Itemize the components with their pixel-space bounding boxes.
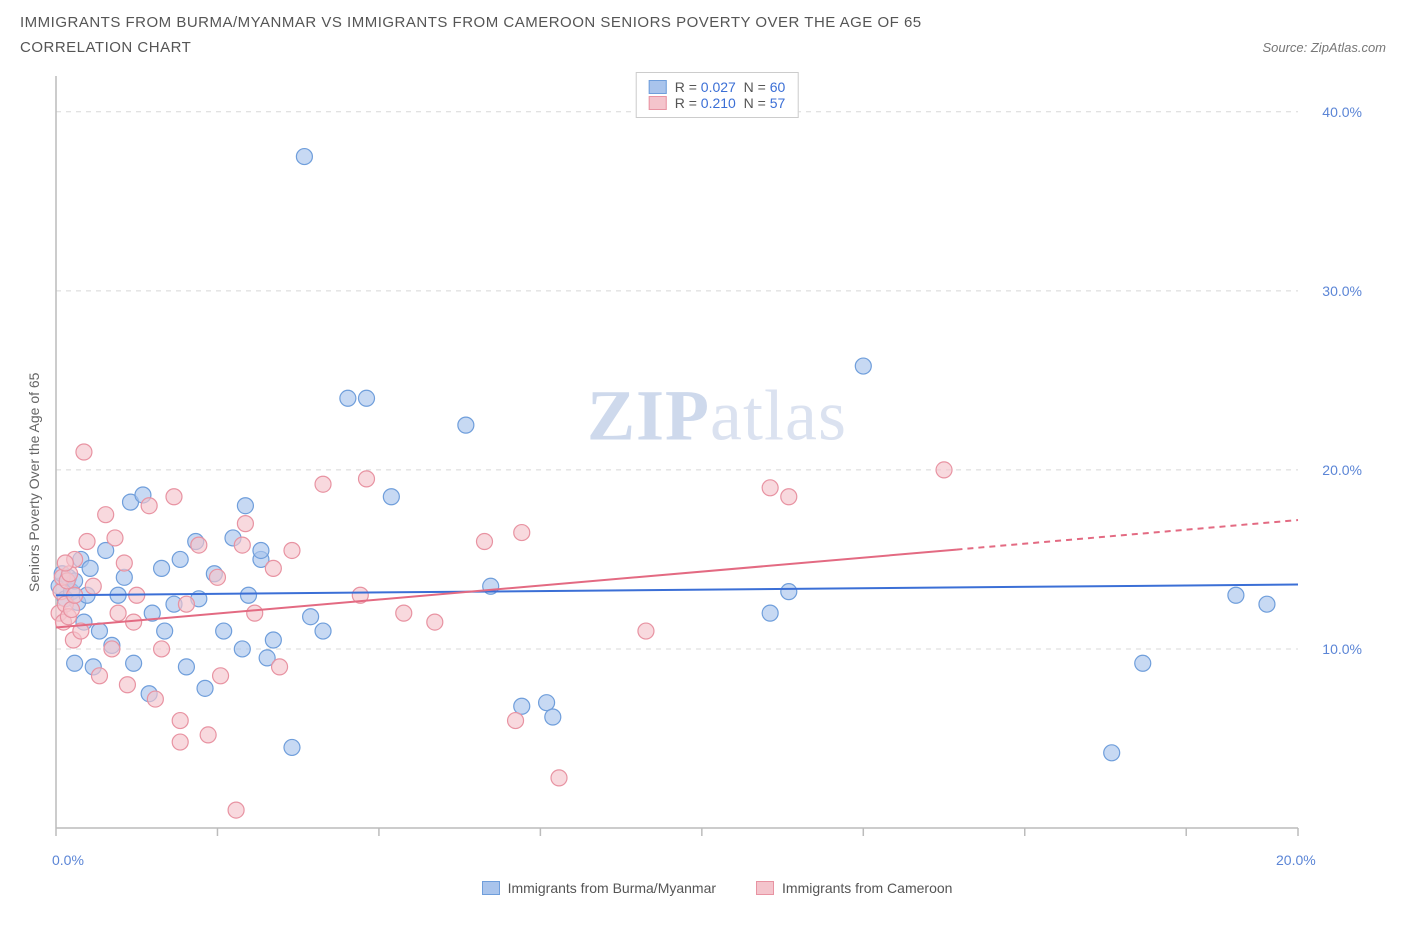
chart-title: IMMIGRANTS FROM BURMA/MYANMAR VS IMMIGRA… xyxy=(20,14,1386,31)
legend-swatch-cameroon xyxy=(649,96,667,110)
scatter-plot: 10.0% 20.0% 30.0% 40.0% xyxy=(48,68,1368,848)
series-legend: Immigrants from Burma/Myanmar Immigrants… xyxy=(48,880,1386,896)
legend-swatch-burma-icon xyxy=(482,881,500,895)
chart-area: Seniors Poverty Over the Age of 65 R = 0… xyxy=(20,68,1386,896)
legend-item-cameroon: Immigrants from Cameroon xyxy=(756,880,952,896)
chart-header: IMMIGRANTS FROM BURMA/MYANMAR VS IMMIGRA… xyxy=(20,14,1386,60)
legend-row-burma: R = 0.027 N = 60 xyxy=(649,79,786,95)
x-tick-min: 0.0% xyxy=(52,852,84,868)
legend-swatch-cameroon-icon xyxy=(756,881,774,895)
source-attribution: Source: ZipAtlas.com xyxy=(1262,40,1386,55)
svg-text:20.0%: 20.0% xyxy=(1322,462,1362,478)
legend-item-burma: Immigrants from Burma/Myanmar xyxy=(482,880,716,896)
legend-swatch-burma xyxy=(649,80,667,94)
x-tick-max: 20.0% xyxy=(1276,852,1316,868)
legend-row-cameroon: R = 0.210 N = 57 xyxy=(649,95,786,111)
svg-text:10.0%: 10.0% xyxy=(1322,641,1362,657)
svg-text:40.0%: 40.0% xyxy=(1322,104,1362,120)
svg-text:30.0%: 30.0% xyxy=(1322,283,1362,299)
y-axis-label: Seniors Poverty Over the Age of 65 xyxy=(20,282,48,682)
correlation-legend: R = 0.027 N = 60 R = 0.210 N = 57 xyxy=(636,72,799,118)
x-axis-labels: 0.0% 20.0% xyxy=(48,852,1386,874)
chart-subtitle: CORRELATION CHART xyxy=(20,39,191,56)
